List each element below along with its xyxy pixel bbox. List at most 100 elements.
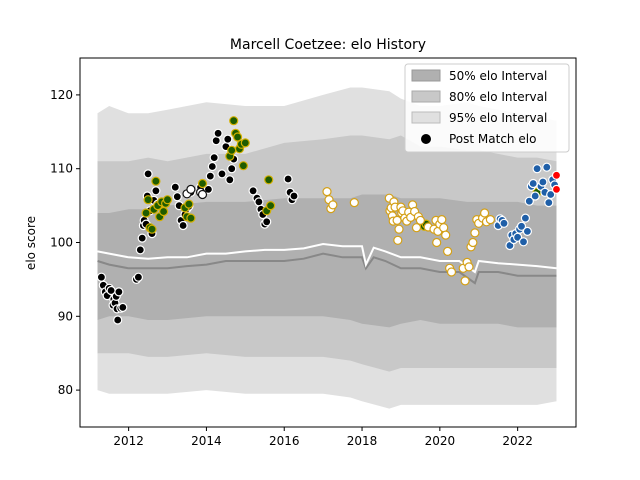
post-match-point: [223, 134, 233, 144]
post-match-point: [470, 228, 480, 238]
post-match-point: [254, 197, 264, 207]
x-tick-label: 2016: [269, 434, 300, 448]
legend: 50% elo Interval 80% elo Interval 95% el…: [404, 63, 570, 153]
y-axis: 80 90 100 110 120: [50, 88, 80, 397]
post-match-point: [516, 221, 527, 231]
legend-label-80: 80% elo Interval: [449, 90, 547, 104]
y-axis-label: elo score: [24, 216, 38, 270]
post-match-point: [186, 184, 196, 194]
post-match-point: [538, 177, 548, 187]
post-match-point: [441, 230, 451, 240]
post-match-point: [114, 287, 124, 297]
post-match-point: [203, 184, 213, 194]
mean-elo-line: [97, 242, 557, 274]
post-match-point: [551, 170, 562, 180]
post-match-point: [170, 182, 180, 192]
y-tick-label: 110: [50, 162, 73, 176]
x-axis: 2012 2014 2016 2018 2020 2022: [113, 427, 533, 448]
post-match-point: [393, 235, 403, 245]
y-tick-label: 120: [50, 88, 73, 102]
post-match-point: [524, 196, 534, 206]
post-match-point: [464, 262, 474, 272]
post-match-point: [205, 171, 215, 181]
post-match-point: [443, 246, 453, 256]
post-match-point: [394, 224, 404, 234]
post-match-point: [143, 169, 153, 179]
post-match-point: [96, 272, 107, 282]
post-match-point: [137, 233, 147, 243]
post-match-point: [186, 213, 196, 223]
post-match-point: [468, 237, 478, 248]
post-match-point: [209, 153, 219, 163]
post-match-point: [229, 116, 239, 126]
legend-swatch-50: [411, 69, 441, 82]
post-match-point: [151, 176, 161, 186]
post-match-point: [151, 186, 161, 196]
legend-box: [404, 63, 570, 153]
legend-swatch-95: [411, 111, 441, 124]
post-match-point: [227, 164, 237, 174]
post-match-point: [530, 191, 540, 201]
post-match-point: [532, 164, 542, 174]
post-match-point: [248, 186, 258, 196]
legend-label-95: 95% elo Interval: [449, 111, 547, 125]
post-match-point: [546, 189, 556, 200]
post-match-point: [518, 237, 529, 247]
post-match-point: [522, 226, 533, 236]
x-tick-label: 2014: [191, 434, 222, 448]
post-match-point: [133, 272, 143, 282]
legend-marker-post-match: [420, 133, 432, 145]
post-match-point: [172, 192, 182, 202]
y-tick-label: 90: [58, 309, 73, 323]
post-match-point: [207, 161, 217, 172]
x-tick-label: 2020: [425, 434, 456, 448]
post-match-point: [227, 145, 237, 155]
post-match-point: [551, 184, 562, 194]
chart-title: Marcell Coetzee: elo History: [230, 37, 426, 53]
legend-swatch-80: [411, 90, 441, 103]
post-match-point: [162, 195, 173, 205]
post-match-point: [528, 178, 538, 189]
post-match-point: [211, 136, 221, 146]
post-match-point: [322, 187, 332, 197]
post-match-point: [520, 213, 531, 223]
post-match-point: [544, 198, 554, 208]
x-tick-label: 2018: [347, 434, 378, 448]
post-match-point: [147, 224, 157, 234]
post-match-point: [460, 276, 470, 286]
post-match-point: [197, 189, 208, 200]
post-match-point: [289, 191, 299, 201]
legend-label-50: 50% elo Interval: [449, 69, 547, 83]
post-match-point: [485, 215, 495, 225]
x-tick-label: 2022: [502, 434, 533, 448]
post-match-point: [141, 208, 151, 218]
median-elo-line: [97, 252, 557, 285]
post-match-point: [240, 138, 250, 148]
post-match-point: [437, 215, 447, 225]
post-match-point: [411, 223, 422, 233]
post-match-point: [542, 162, 552, 172]
plot-area: [96, 87, 562, 409]
post-match-point: [283, 174, 293, 184]
x-tick-label: 2012: [113, 434, 144, 448]
y-tick-label: 100: [50, 236, 73, 250]
post-match-point: [264, 175, 274, 185]
post-match-point: [446, 267, 457, 277]
post-match-point: [233, 132, 243, 142]
post-match-point: [499, 218, 509, 228]
post-match-point: [213, 128, 223, 138]
y-tick-label: 80: [58, 383, 73, 397]
post-match-point: [266, 201, 276, 211]
post-match-point: [135, 245, 145, 255]
post-match-point: [392, 215, 402, 225]
post-match-point: [197, 178, 208, 189]
post-match-point: [217, 169, 227, 179]
post-match-point: [143, 195, 153, 205]
post-match-point: [262, 217, 272, 227]
post-match-point: [415, 215, 425, 225]
post-match-point: [439, 223, 449, 233]
post-match-point: [432, 237, 442, 248]
post-match-point: [113, 315, 123, 325]
post-match-point: [225, 175, 235, 185]
